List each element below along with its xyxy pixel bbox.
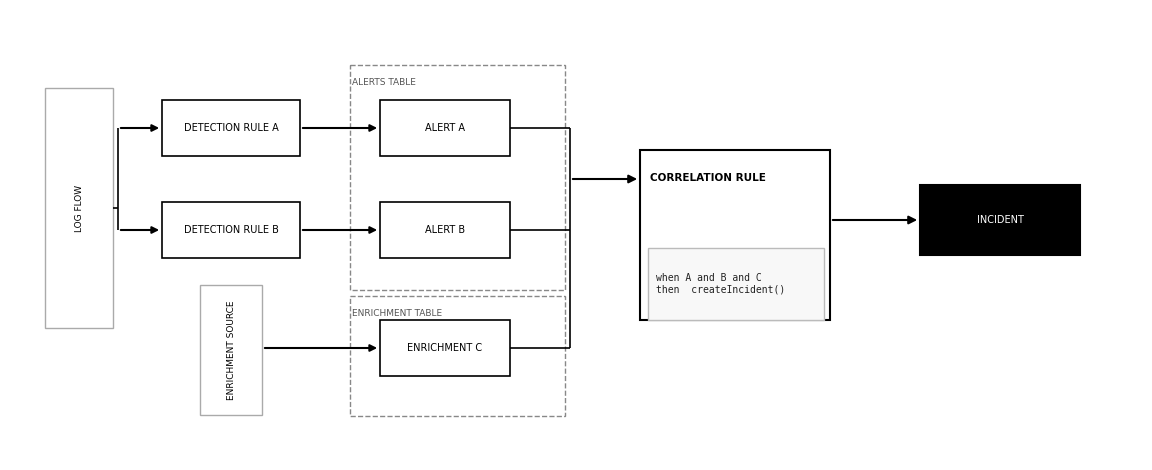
Text: ENRICHMENT TABLE: ENRICHMENT TABLE	[353, 309, 442, 318]
Text: ALERTS TABLE: ALERTS TABLE	[353, 78, 416, 87]
Text: DETECTION RULE A: DETECTION RULE A	[183, 123, 279, 133]
Text: INCIDENT: INCIDENT	[977, 215, 1023, 225]
Text: DETECTION RULE B: DETECTION RULE B	[183, 225, 279, 235]
Text: LOG FLOW: LOG FLOW	[75, 184, 83, 232]
Text: ENRICHMENT C: ENRICHMENT C	[408, 343, 483, 353]
Bar	[380, 202, 510, 258]
Bar	[45, 88, 113, 328]
Text: when A and B and C
then  createIncident(): when A and B and C then createIncident()	[655, 273, 786, 295]
Text: ENRICHMENT SOURCE: ENRICHMENT SOURCE	[227, 300, 235, 400]
Bar	[162, 100, 300, 156]
Bar	[647, 248, 824, 320]
Bar	[920, 185, 1081, 255]
Bar	[350, 65, 564, 290]
Text: CORRELATION RULE: CORRELATION RULE	[650, 173, 766, 183]
Bar	[200, 285, 262, 415]
Bar	[380, 100, 510, 156]
Bar	[350, 296, 564, 416]
Bar	[162, 202, 300, 258]
Bar	[380, 320, 510, 376]
Text: ALERT B: ALERT B	[425, 225, 465, 235]
Text: ALERT A: ALERT A	[425, 123, 465, 133]
Bar	[641, 150, 829, 320]
